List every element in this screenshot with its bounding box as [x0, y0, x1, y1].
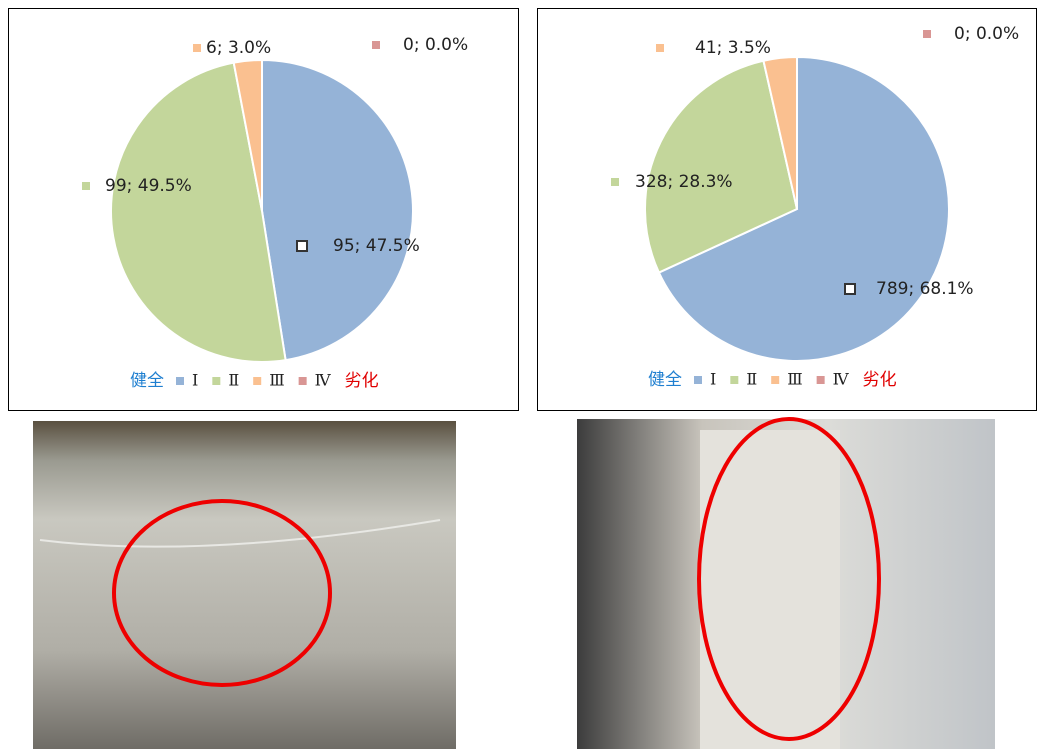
- crack: [39, 519, 441, 548]
- data-label: 99; 49.5%: [105, 176, 192, 196]
- label-marker: [372, 41, 380, 49]
- legend-label: Ⅰ: [710, 370, 716, 389]
- highlight-ellipse: [112, 499, 332, 687]
- pie-slice: [644, 59, 799, 274]
- label-marker: [193, 44, 201, 52]
- legend-text: 健全: [648, 370, 682, 390]
- legend-swatch: [212, 377, 221, 385]
- pie-slice: [657, 55, 950, 362]
- label-marker: [923, 30, 931, 38]
- pie-slice: [110, 61, 287, 363]
- legend-swatch: [694, 376, 702, 384]
- data-label: 0; 0.0%: [403, 35, 468, 55]
- legend-text: 劣化: [345, 371, 379, 391]
- legend-swatch: [816, 376, 825, 384]
- legend-label: Ⅱ: [746, 370, 757, 389]
- legend-swatch: [730, 376, 739, 384]
- photo: [33, 421, 456, 749]
- photo: [577, 417, 995, 749]
- highlight-ellipse: [697, 417, 881, 741]
- data-label: 789; 68.1%: [876, 279, 974, 299]
- legend-label: Ⅳ: [833, 370, 850, 389]
- legend-text: 劣化: [863, 370, 897, 390]
- legend-label: Ⅱ: [228, 371, 239, 390]
- legend-label: Ⅲ: [269, 371, 284, 390]
- pie-slice: [261, 58, 414, 362]
- label-marker: [296, 240, 308, 252]
- data-label: 6; 3.0%: [206, 38, 271, 58]
- label-marker: [611, 178, 619, 186]
- data-label: 41; 3.5%: [695, 38, 771, 58]
- legend-label: Ⅲ: [787, 370, 802, 389]
- label-marker: [656, 44, 664, 52]
- label-marker: [296, 240, 308, 252]
- plate: [700, 430, 840, 749]
- label-marker: [82, 182, 90, 190]
- legend-swatch: [253, 377, 262, 385]
- legend-swatch: [771, 376, 780, 384]
- label-marker: [844, 283, 856, 295]
- legend-label: Ⅳ: [315, 371, 332, 390]
- data-label: 0; 0.0%: [954, 24, 1019, 44]
- legend-label: Ⅰ: [192, 371, 198, 390]
- data-label: 328; 28.3%: [635, 172, 733, 192]
- data-label: 95; 47.5%: [333, 236, 420, 256]
- legend-swatch: [298, 377, 307, 385]
- label-marker: [844, 283, 856, 295]
- legend-swatch: [176, 377, 184, 385]
- legend-text: 健全: [130, 371, 164, 391]
- photo-placeholder: [33, 421, 456, 749]
